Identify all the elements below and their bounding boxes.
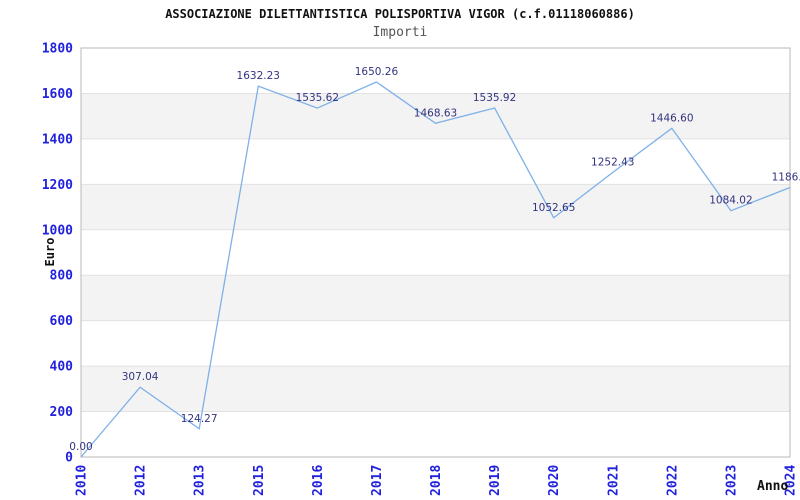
- data-point-label: 1535.62: [296, 92, 339, 104]
- x-axis-title: Anno: [757, 479, 789, 494]
- data-point-label: 1468.63: [414, 107, 457, 119]
- y-axis-title: Euro: [43, 237, 57, 267]
- data-point-label: 1650.26: [355, 66, 399, 78]
- data-point-label: 124.27: [181, 413, 218, 425]
- x-tick-label: 2016: [311, 465, 326, 496]
- x-tick-label: 2022: [665, 465, 680, 496]
- x-tick-label: 2017: [370, 465, 385, 496]
- y-tick-label: 1400: [42, 132, 73, 147]
- x-tick-label: 2023: [724, 465, 739, 496]
- y-tick-label: 0: [65, 451, 73, 466]
- data-point-label: 1446.60: [650, 112, 693, 124]
- grid-band: [81, 366, 790, 412]
- x-tick-label: 2013: [193, 465, 208, 496]
- x-tick-label: 2018: [429, 465, 444, 496]
- y-tick-label: 1000: [42, 223, 73, 238]
- data-point-label: 1084.02: [709, 195, 752, 207]
- x-tick-label: 2012: [134, 465, 149, 496]
- grid-band: [81, 184, 790, 230]
- data-line: [80, 81, 791, 458]
- grid-band: [81, 93, 790, 139]
- y-tick-label: 1200: [42, 178, 73, 193]
- chart-subtitle: Importi: [372, 25, 428, 40]
- data-point-label: 1632.23: [237, 70, 280, 82]
- x-tick-label: 2019: [488, 465, 503, 496]
- x-tick-label: 2010: [75, 465, 90, 496]
- y-tick-label: 1800: [42, 42, 73, 57]
- data-point-label: 307.04: [122, 371, 159, 383]
- data-point-label: 1252.43: [591, 156, 634, 168]
- chart-title: ASSOCIAZIONE DILETTANTISTICA POLISPORTIV…: [165, 7, 635, 21]
- grid-band: [81, 275, 790, 321]
- data-point-label: 1535.92: [473, 92, 516, 104]
- data-point-label: 1186.2: [772, 171, 800, 183]
- y-tick-label: 1600: [42, 87, 73, 102]
- data-point-label: 0.00: [69, 441, 92, 453]
- y-tick-label: 600: [50, 314, 74, 329]
- x-tick-label: 2021: [606, 465, 621, 496]
- y-tick-label: 200: [50, 405, 74, 420]
- data-point-label: 1052.65: [532, 202, 575, 214]
- y-tick-label: 400: [50, 360, 74, 375]
- x-tick-label: 2015: [252, 465, 267, 496]
- x-tick-label: 2024: [784, 465, 799, 496]
- y-tick-label: 800: [50, 269, 74, 284]
- x-tick-label: 2020: [547, 465, 562, 496]
- plot-border: [80, 47, 791, 458]
